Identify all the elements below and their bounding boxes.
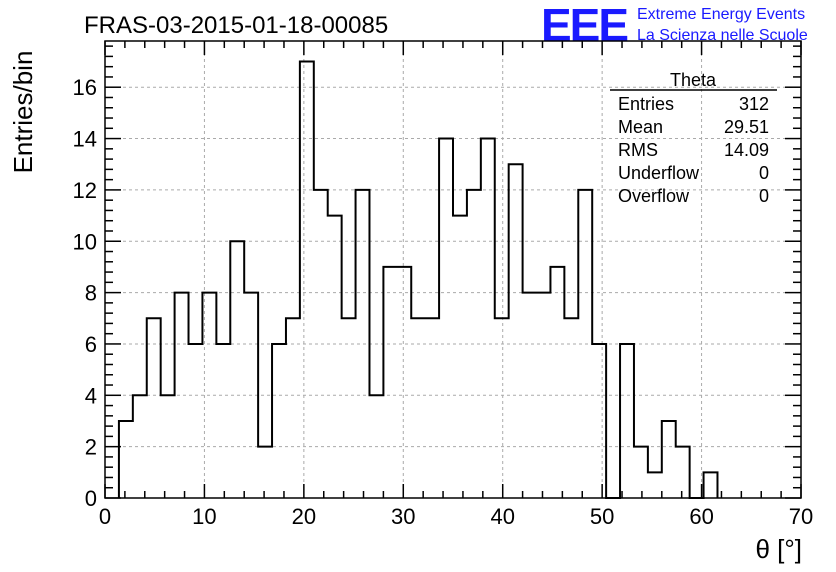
histogram-bin [175,293,189,498]
y-tick-label: 10 [73,229,97,254]
histogram-bin [634,447,648,498]
histogram-bin [509,164,523,498]
histogram-bin [481,139,495,498]
tick-labels: 0 10 20 30 40 50 60 70 0 2 4 6 8 10 12 14 16 [73,75,814,529]
eee-logo: EEE Extreme Energy Events La Scienza nel… [541,0,808,51]
histogram-bin [620,344,634,498]
histogram-bin [704,472,718,498]
x-tick-label: 0 [99,504,111,529]
histogram-bin [564,318,578,498]
x-tick-label: 20 [292,504,316,529]
histogram-bin [676,447,690,498]
y-axis-label: Entries/bin [8,51,38,174]
y-tick-label: 0 [85,486,97,511]
histogram-bin [453,216,467,498]
x-tick-label: 10 [192,504,216,529]
stats-row-label: Overflow [618,186,690,206]
histogram-bin [397,267,411,498]
x-tick-label: 30 [391,504,415,529]
histogram-bin [286,318,300,498]
histogram-bin [300,62,314,498]
eee-logo-line2: La Scienza nelle Scuole [637,27,808,44]
histogram-bin [439,139,453,498]
histogram-bin [258,447,272,498]
y-tick-label: 12 [73,178,97,203]
histogram-bin [648,472,662,498]
histogram-bin [495,318,509,498]
stats-name: Theta [670,70,717,90]
histogram-bin [230,241,244,498]
stats-row-value: 0 [759,163,769,183]
histogram-outline [117,60,719,499]
histogram-bin [147,318,161,498]
chart-title: FRAS-03-2015-01-18-00085 [84,12,388,39]
stats-row-label: Underflow [618,163,700,183]
stats-row-value: 312 [739,94,769,114]
axes [104,40,802,499]
histogram-bin [523,293,537,498]
stats-row-label: RMS [618,140,658,160]
histogram-bin [411,318,425,498]
x-tick-label: 60 [689,504,713,529]
histogram-bin [592,344,606,498]
histogram-bin [328,216,342,498]
stats-row-label: Mean [618,117,663,137]
y-tick-label: 2 [85,435,97,460]
x-tick-label: 40 [490,504,514,529]
grid-lines [105,41,801,498]
stats-row-value: 0 [759,186,769,206]
histogram-bin [133,395,147,498]
histogram-bin [383,267,397,498]
histogram-bin [342,318,356,498]
histogram-bin [189,344,203,498]
histogram-bin [425,318,439,498]
y-tick-label: 16 [73,75,97,100]
y-tick-label: 14 [73,127,97,152]
y-tick-label: 4 [85,383,97,408]
stats-row-value: 14.09 [724,140,769,160]
x-axis-label: θ [°] [755,534,802,564]
histogram-bin [550,267,564,498]
histogram-bins [117,60,719,499]
x-tick-label: 70 [789,504,813,529]
stats-row-value: 29.51 [724,117,769,137]
y-tick-label: 8 [85,281,97,306]
y-tick-label: 6 [85,332,97,357]
stats-row-label: Entries [618,94,674,114]
plot-frame [104,40,802,499]
x-tick-label: 50 [590,504,614,529]
histogram-bin [272,344,286,498]
stats-box: Theta Entries 312 Mean 29.51 RMS 14.09 Underfl… [610,70,777,206]
eee-logo-mark: EEE [541,0,627,51]
eee-logo-line1: Extreme Energy Events [637,6,805,23]
histogram-bin [216,344,230,498]
histogram-bin [662,421,676,498]
histogram-bin [119,421,133,498]
